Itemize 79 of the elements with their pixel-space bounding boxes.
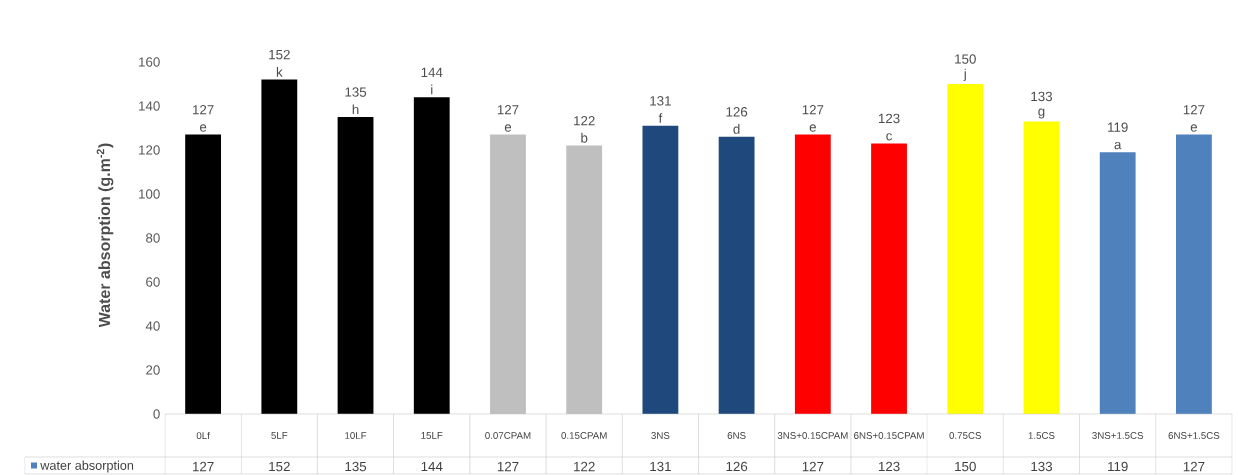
annotation: g: [1038, 108, 1045, 119]
y-tick-label: 40: [145, 321, 160, 331]
data-label: 127: [193, 461, 214, 472]
annotation: f: [658, 113, 663, 123]
y-tick-label: 140: [139, 101, 160, 111]
x-tick-label: 3NS: [651, 432, 670, 439]
annotation: e: [504, 124, 512, 132]
data-label: 126: [726, 461, 748, 472]
x-tick-label: 3NS+0.15CPAM: [777, 432, 848, 439]
annotation: c: [886, 133, 893, 141]
x-tick-label: 15LF: [421, 432, 443, 439]
annotation: j: [963, 68, 966, 82]
text: 127: [193, 105, 214, 115]
annotation: i: [431, 84, 433, 95]
bar: [337, 117, 374, 414]
y-tick-label: 0: [153, 409, 160, 419]
bar: [261, 79, 298, 414]
bar: [642, 125, 679, 414]
bar: [1176, 134, 1212, 414]
data-label: 133: [1031, 461, 1053, 472]
data-label: 127: [1183, 461, 1205, 472]
bar: [718, 136, 755, 414]
text: 123: [878, 113, 900, 124]
text: 144: [421, 67, 443, 77]
annotation: e: [1190, 124, 1198, 132]
bar: [947, 84, 984, 414]
x-tick-label: 0.15CPAM: [561, 432, 607, 439]
data-label: 127: [802, 461, 824, 472]
bar: [794, 134, 831, 414]
annotation: k: [276, 67, 283, 77]
text: 127: [1183, 105, 1205, 115]
x-tick-label: 6NS+1.5CS: [1168, 432, 1220, 439]
annotation: b: [581, 132, 588, 143]
y-tick-label: 160: [139, 57, 160, 67]
x-tick-label: 3NS+1.5CS: [1092, 432, 1144, 439]
text: 127: [802, 105, 824, 115]
y-tick-label: 80: [146, 233, 160, 243]
y-tick-label: 60: [146, 277, 160, 287]
text: 126: [726, 107, 748, 117]
data-label: 150: [955, 461, 976, 472]
x-tick-label: 1.5CS: [1028, 432, 1055, 439]
text: 127: [497, 105, 519, 115]
data-label: 127: [497, 461, 519, 472]
bar: [185, 134, 222, 414]
text: 131: [650, 96, 671, 106]
data-label: 152: [269, 461, 290, 472]
data-label: 119: [1108, 461, 1128, 472]
bar: [871, 143, 907, 414]
legend-label: water absorption: [40, 460, 134, 473]
text: 122: [574, 116, 595, 126]
annotation: e: [809, 124, 816, 132]
annotation: a: [1114, 141, 1122, 150]
bar: [1023, 121, 1060, 414]
text: 152: [269, 49, 290, 60]
y-tick-label: 120: [139, 145, 160, 155]
y-tick-label: 20: [146, 365, 160, 375]
x-tick-label: 0.75CS: [949, 432, 982, 439]
bar: [1099, 152, 1136, 414]
annotation: e: [199, 124, 207, 132]
x-tick-label: 0Lf: [196, 431, 210, 440]
data-label: 123: [878, 461, 900, 472]
x-tick-label: 5LF: [271, 432, 288, 439]
data-label: 122: [574, 461, 595, 472]
text: 119: [1108, 122, 1128, 132]
annotation: d: [733, 124, 740, 134]
text: 135: [345, 87, 367, 97]
y-axis-title: Water absorption (g.m$^{-2}$): [96, 143, 114, 328]
x-tick-label: 10LF: [345, 432, 367, 439]
text: 150: [955, 54, 976, 64]
text: 133: [1031, 91, 1053, 102]
bar: [413, 97, 450, 414]
x-tick-label: 6NS: [727, 432, 746, 439]
data-label: 144: [421, 461, 443, 472]
data-label: 131: [650, 461, 671, 472]
x-tick-label: 0.07CPAM: [485, 432, 531, 439]
x-tick-label: 6NS+0.15CPAM: [854, 432, 924, 439]
y-tick-label: 100: [139, 189, 160, 199]
annotation: h: [352, 104, 359, 115]
data-label: 135: [345, 461, 367, 472]
